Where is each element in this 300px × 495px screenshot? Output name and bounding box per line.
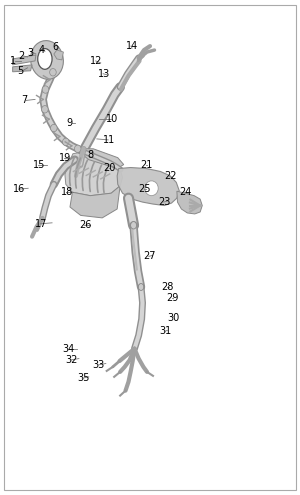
Polygon shape — [13, 55, 36, 65]
Text: 18: 18 — [61, 187, 73, 197]
Text: 20: 20 — [104, 162, 116, 173]
Text: 28: 28 — [161, 282, 174, 292]
Text: 19: 19 — [59, 152, 71, 163]
Text: 7: 7 — [21, 96, 27, 105]
Ellipse shape — [74, 145, 81, 152]
Text: 4: 4 — [39, 45, 45, 55]
Ellipse shape — [51, 124, 57, 132]
Polygon shape — [117, 167, 179, 205]
Text: 32: 32 — [65, 355, 77, 365]
Polygon shape — [13, 65, 32, 72]
Polygon shape — [177, 191, 202, 214]
Text: 29: 29 — [167, 293, 179, 303]
Ellipse shape — [130, 222, 136, 229]
Text: 13: 13 — [98, 69, 110, 79]
Text: 12: 12 — [90, 56, 103, 66]
Ellipse shape — [31, 41, 63, 79]
Text: 34: 34 — [62, 344, 74, 354]
Text: 2: 2 — [18, 51, 24, 61]
Text: 27: 27 — [143, 251, 156, 261]
Text: 22: 22 — [164, 171, 177, 182]
Ellipse shape — [62, 138, 69, 146]
Text: 1: 1 — [10, 56, 16, 66]
Text: 21: 21 — [140, 159, 153, 170]
Text: 9: 9 — [66, 118, 73, 128]
Text: 5: 5 — [17, 66, 23, 76]
Ellipse shape — [145, 181, 158, 196]
Text: 16: 16 — [13, 184, 26, 194]
Ellipse shape — [38, 49, 52, 69]
Text: 10: 10 — [106, 114, 118, 124]
Text: 14: 14 — [125, 41, 138, 51]
Polygon shape — [54, 50, 63, 60]
Text: 33: 33 — [93, 360, 105, 370]
Text: 24: 24 — [179, 187, 192, 197]
Polygon shape — [65, 153, 122, 196]
Text: 31: 31 — [159, 326, 171, 337]
Text: 35: 35 — [77, 373, 89, 383]
Text: 25: 25 — [139, 184, 151, 194]
Text: 3: 3 — [28, 48, 34, 57]
Ellipse shape — [42, 105, 48, 113]
Text: 8: 8 — [87, 149, 93, 160]
Polygon shape — [79, 149, 124, 168]
Text: 17: 17 — [35, 219, 47, 229]
Text: 15: 15 — [33, 159, 45, 170]
Ellipse shape — [42, 86, 49, 93]
Text: 23: 23 — [158, 197, 171, 207]
Text: 30: 30 — [167, 313, 180, 323]
Text: 11: 11 — [103, 135, 115, 145]
Text: 26: 26 — [79, 220, 91, 230]
Polygon shape — [70, 186, 120, 218]
Text: 6: 6 — [52, 42, 58, 52]
Ellipse shape — [138, 284, 144, 291]
Ellipse shape — [50, 69, 56, 76]
